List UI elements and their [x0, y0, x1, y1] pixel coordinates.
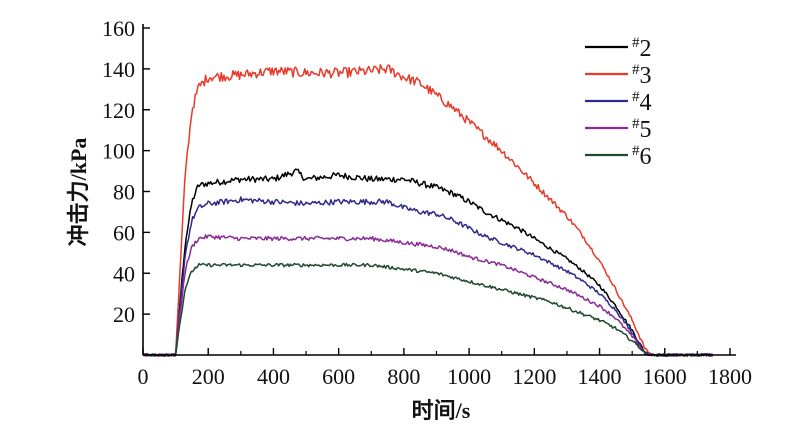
- y-tick-label: 20: [113, 302, 135, 327]
- x-tick-label: 0: [138, 364, 149, 389]
- series-line-2: [142, 168, 714, 357]
- y-tick-label: 100: [102, 139, 135, 164]
- legend-label-5: #5: [632, 116, 652, 143]
- y-axis-title: 冲击力/kPa: [66, 138, 91, 247]
- x-tick-label: 800: [387, 364, 420, 389]
- y-tick-label: 140: [102, 57, 135, 82]
- y-tick-label: 160: [102, 16, 135, 41]
- y-tick-label: 120: [102, 98, 135, 123]
- legend-label-6: #6: [632, 143, 652, 170]
- x-tick-label: 1600: [643, 364, 687, 389]
- series-lines: [142, 64, 714, 357]
- x-tick-label: 1400: [578, 364, 622, 389]
- axes: [142, 24, 736, 356]
- series-line-5: [142, 234, 714, 357]
- x-tick-label: 600: [322, 364, 355, 389]
- y-tick-label: 60: [113, 220, 135, 245]
- x-tick-label: 200: [192, 364, 225, 389]
- legend-label-2: #2: [632, 35, 652, 62]
- y-tick-label: 80: [113, 180, 135, 205]
- x-tick-label: 1800: [708, 364, 752, 389]
- x-tick-label: 1200: [512, 364, 556, 389]
- series-line-3: [142, 64, 713, 357]
- x-tick-label: 400: [257, 364, 290, 389]
- legend-label-3: #3: [632, 62, 652, 89]
- series-line-4: [142, 196, 714, 357]
- legend-label-4: #4: [632, 89, 652, 116]
- legend: #2#3#4#5#6: [585, 35, 652, 170]
- series-line-6: [142, 262, 714, 357]
- y-tick-label: 40: [113, 261, 135, 286]
- x-axis-title: 时间/s: [412, 398, 471, 423]
- x-tick-label: 1000: [447, 364, 491, 389]
